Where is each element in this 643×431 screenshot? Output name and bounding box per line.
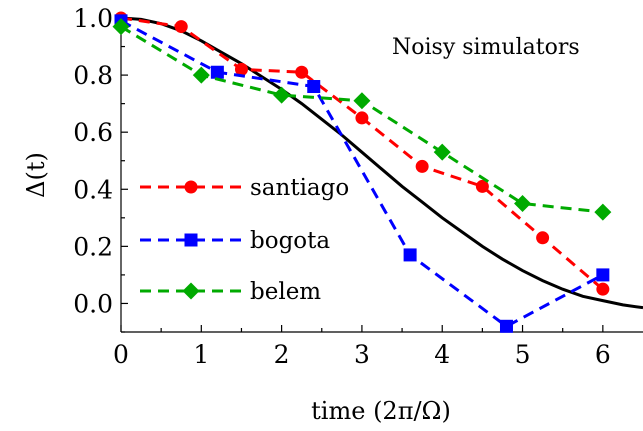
- legend-item-belem: belem: [140, 279, 321, 305]
- y-tick-label: 0.2: [73, 232, 113, 261]
- legend-label: belem: [250, 279, 321, 305]
- legend-item-bogota: bogota: [140, 228, 330, 254]
- y-tick-label: 1.0: [73, 4, 113, 33]
- legend-swatch-marker: [182, 282, 200, 300]
- belem-point: [594, 203, 612, 221]
- bogota-point: [307, 80, 321, 94]
- ticks: 0 1 2 3 4 5 6 1.0 0.8 0.6 0.4 0.2 0.0: [73, 4, 611, 369]
- santiago-point: [415, 159, 429, 173]
- belem-point: [273, 86, 291, 104]
- series-group: [112, 11, 612, 333]
- chart-annotation: Noisy simulators: [392, 35, 580, 60]
- x-tick-label: 3: [354, 340, 370, 369]
- belem-point: [112, 18, 130, 36]
- y-tick-label: 0.6: [73, 118, 113, 147]
- legend-swatch-marker: [184, 233, 198, 247]
- theory-curve: [120, 16, 643, 310]
- santiago-point: [536, 231, 550, 245]
- santiago-point: [234, 62, 248, 76]
- bogota-point: [403, 248, 417, 262]
- x-tick-label: 0: [113, 340, 129, 369]
- bogota-point: [596, 268, 610, 282]
- legend-label: bogota: [250, 228, 330, 254]
- belem-point: [433, 143, 451, 161]
- santiago-point: [355, 111, 369, 125]
- x-tick-label: 4: [434, 340, 450, 369]
- y-tick-label: 0.0: [73, 289, 113, 318]
- belem-point: [353, 92, 371, 110]
- legend: santiago bogota belem: [140, 175, 349, 305]
- santiago-point: [475, 179, 489, 193]
- x-tick-label: 2: [274, 340, 290, 369]
- x-tick-label: 6: [595, 340, 611, 369]
- belem-point: [192, 66, 210, 84]
- santiago-point: [295, 65, 309, 79]
- santiago-point: [596, 282, 610, 296]
- legend-swatch-marker: [184, 180, 198, 194]
- bogota-point: [499, 319, 513, 333]
- y-axis-label: Δ(t): [22, 152, 50, 198]
- y-tick-label: 0.4: [73, 175, 113, 204]
- bogota-point: [210, 65, 224, 79]
- axes: [120, 12, 643, 333]
- x-axis-label: time (2π/Ω): [311, 397, 451, 425]
- belem-point: [514, 195, 532, 213]
- y-tick-label: 0.8: [73, 61, 113, 90]
- theory-curve-group: [120, 16, 643, 310]
- legend-item-santiago: santiago: [140, 175, 349, 201]
- series-santiago: [114, 11, 610, 296]
- x-tick-label: 5: [515, 340, 531, 369]
- x-tick-label: 1: [193, 340, 209, 369]
- santiago-point: [174, 20, 188, 34]
- bogota-line: [120, 19, 604, 329]
- legend-label: santiago: [250, 175, 349, 201]
- series-belem: [112, 18, 612, 221]
